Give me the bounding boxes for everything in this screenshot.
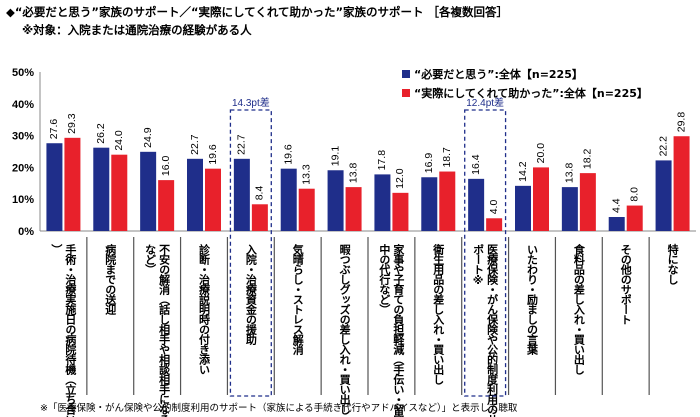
category-label: 食料品の差し入れ・買い出し xyxy=(572,243,585,376)
bar xyxy=(608,217,625,231)
y-tick-label: 30% xyxy=(12,131,34,143)
bar xyxy=(205,168,221,231)
data-label: 13.3 xyxy=(300,164,312,185)
data-label: 13.8 xyxy=(564,163,576,184)
highlight-box xyxy=(464,109,507,397)
legend-label: “実際にしてくれて助かった”:全体【n=225】 xyxy=(414,86,648,100)
category-label: 中の代行など） xyxy=(378,243,392,314)
bar xyxy=(561,187,578,231)
bar xyxy=(111,154,128,231)
data-label: 4.0 xyxy=(488,200,500,215)
legend-label: “必要だと思う”:全体【n=225】 xyxy=(414,67,583,81)
category-label: その他のサポート xyxy=(619,244,633,325)
category-label: 気晴らし・ストレス解消 xyxy=(291,243,304,356)
data-label: 13.8 xyxy=(347,163,359,184)
data-label: 26.2 xyxy=(95,123,107,144)
y-tick-label: 0% xyxy=(18,226,34,238)
data-label: 19.6 xyxy=(207,144,219,165)
data-label: 18.2 xyxy=(582,149,594,170)
bar xyxy=(486,218,503,231)
y-tick-label: 50% xyxy=(12,67,34,79)
legend-swatch xyxy=(402,89,410,97)
bar xyxy=(158,180,175,231)
bar xyxy=(439,171,456,231)
data-label: 20.0 xyxy=(535,143,547,164)
chart-subtitle: ※対象：入院または通院治療の経験がある人 xyxy=(22,23,252,37)
bar xyxy=(421,177,438,231)
chart-title: ◆“必要だと思う”家族のサポート／“実際にしてくれて助かった”家族のサポート ［… xyxy=(6,5,509,19)
category-label: ） xyxy=(50,243,64,254)
category-label: など） xyxy=(144,244,158,274)
data-label: 17.8 xyxy=(376,150,388,171)
bar xyxy=(93,147,110,231)
bar xyxy=(46,143,63,231)
y-tick-label: 20% xyxy=(12,162,34,174)
category-label: 暇つぶしグッズの差し入れ・買い出し xyxy=(338,244,352,416)
data-label: 27.6 xyxy=(48,119,60,140)
data-label: 8.4 xyxy=(254,186,266,201)
bar xyxy=(673,136,690,231)
data-label: 12.0 xyxy=(394,168,406,189)
bar xyxy=(655,160,672,231)
category-label: ポート※ xyxy=(472,243,485,286)
data-label: 16.4 xyxy=(470,154,482,175)
legend-swatch xyxy=(402,70,410,78)
data-label: 29.3 xyxy=(66,113,78,134)
category-label: いたわり・励ましの言葉 xyxy=(526,244,540,356)
data-label: 18.7 xyxy=(441,147,453,168)
difference-annotation: 12.4pt差 xyxy=(466,96,504,109)
bar xyxy=(251,204,268,231)
bar xyxy=(533,167,549,231)
bar xyxy=(233,158,250,231)
category-label: 入院・治療資金の援助 xyxy=(244,244,258,346)
bar xyxy=(515,185,531,231)
data-label: 24.9 xyxy=(142,127,154,148)
data-label: 14.2 xyxy=(517,161,529,182)
bar xyxy=(327,170,344,231)
bar xyxy=(626,205,643,231)
bar xyxy=(468,178,485,231)
data-label: 22.7 xyxy=(236,134,248,155)
data-label: 22.2 xyxy=(657,136,669,157)
data-label: 22.7 xyxy=(189,134,201,155)
bar xyxy=(298,188,315,231)
data-label: 19.1 xyxy=(329,146,341,167)
highlight-box xyxy=(229,109,272,397)
category-label: 衛生用品の差し入れ・買い出し xyxy=(432,243,446,386)
bar xyxy=(140,151,157,231)
footnote: ※「医療保険・がん保険や公的制度利用のサポート（家族による手続き代行やアドバイス… xyxy=(40,403,518,414)
category-label: 家事や子育ての負担軽減（手伝い・留守 xyxy=(392,243,406,417)
bar xyxy=(579,173,596,231)
data-label: 16.9 xyxy=(423,153,435,174)
y-tick-label: 10% xyxy=(12,194,34,206)
data-label: 24.0 xyxy=(113,130,125,151)
category-label: 病院までの送迎 xyxy=(104,243,118,316)
data-label: 16.0 xyxy=(160,156,172,177)
bar xyxy=(374,174,391,231)
bar xyxy=(64,137,81,231)
data-label: 19.6 xyxy=(282,144,294,165)
category-label: 手術・治療実施日の病院待機（立ち合い xyxy=(64,243,78,417)
data-label: 8.0 xyxy=(628,187,640,202)
bar xyxy=(392,192,409,231)
bar xyxy=(280,168,297,231)
category-label: 不安の解消（話し相手や相談相手になる xyxy=(158,244,172,417)
data-label: 4.4 xyxy=(610,198,622,213)
category-label: 医療保険・がん保険や公的制度利用のサ xyxy=(486,244,500,417)
difference-annotation: 14.3pt差 xyxy=(232,96,270,109)
y-tick-label: 40% xyxy=(12,99,34,111)
data-label: 29.8 xyxy=(675,112,687,133)
category-label: 特になし xyxy=(666,243,679,286)
bar xyxy=(187,158,203,231)
category-label: 診断・治療説明時の付き添い xyxy=(198,243,211,375)
bar xyxy=(345,187,362,231)
